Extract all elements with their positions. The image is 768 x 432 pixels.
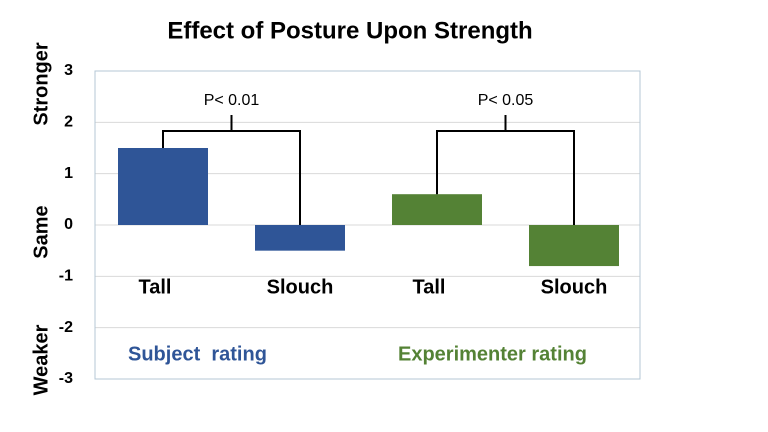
plot-border bbox=[94, 70, 641, 380]
y-tick-label: 1 bbox=[64, 165, 73, 182]
annotation: P< 0.05 bbox=[478, 92, 534, 109]
legend-label: Subject rating bbox=[128, 343, 267, 365]
legend-label: Experimenter rating bbox=[398, 343, 587, 365]
y-side-label: Same bbox=[30, 205, 52, 258]
annotation: P< 0.01 bbox=[204, 92, 260, 109]
bar bbox=[392, 194, 482, 225]
y-tick-label: -3 bbox=[59, 370, 73, 387]
y-tick-label: -1 bbox=[59, 268, 73, 285]
x-tick-label: Slouch bbox=[541, 276, 608, 298]
bar bbox=[118, 148, 208, 225]
bar bbox=[255, 225, 345, 251]
x-tick-label: Slouch bbox=[267, 276, 334, 298]
y-side-label: Stronger bbox=[30, 42, 52, 126]
x-tick-label: Tall bbox=[413, 276, 446, 298]
y-tick-label: -2 bbox=[59, 319, 73, 336]
y-tick-label: 2 bbox=[64, 114, 73, 131]
y-tick-label: 3 bbox=[64, 62, 73, 79]
significance-bracket bbox=[436, 115, 575, 225]
significance-bracket bbox=[162, 115, 301, 225]
y-tick-label: 0 bbox=[64, 216, 73, 233]
y-side-label: Weaker bbox=[30, 324, 52, 395]
chart-title: Effect of Posture Upon Strength bbox=[167, 17, 532, 44]
bar bbox=[529, 225, 619, 267]
x-tick-label: Tall bbox=[139, 276, 172, 298]
